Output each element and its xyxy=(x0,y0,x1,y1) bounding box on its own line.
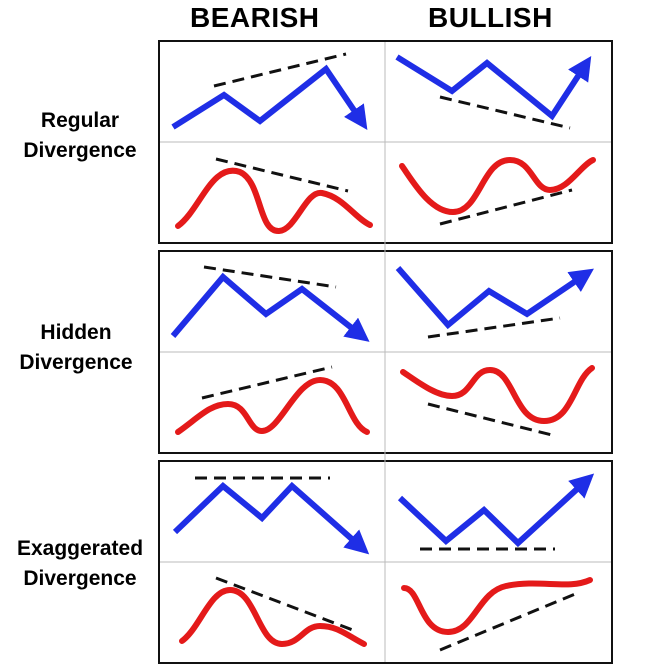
oscillator-line xyxy=(179,586,367,648)
trend-line xyxy=(439,95,571,130)
hidden-bullish-oscillator xyxy=(400,365,595,438)
trend-line xyxy=(439,188,573,226)
row-label-hidden-line1: Hidden xyxy=(40,321,112,344)
oscillator-line xyxy=(401,577,593,636)
price-line xyxy=(171,64,368,130)
oscillator-line xyxy=(400,365,595,425)
hidden-bearish-oscillator xyxy=(175,365,370,435)
grid-dividers xyxy=(160,42,611,662)
trend-line xyxy=(201,365,333,400)
oscillator-line xyxy=(175,167,373,234)
price-line xyxy=(395,54,592,121)
trend-line xyxy=(439,590,581,652)
row-label-regular: Regular Divergence xyxy=(10,106,150,166)
trend-line xyxy=(215,576,359,634)
row-label-exaggerated: Exaggerated Divergence xyxy=(0,534,160,594)
price-line xyxy=(172,481,370,555)
regular-bullish-oscillator xyxy=(399,156,596,226)
exaggerated-bearish-price xyxy=(172,476,370,555)
exaggerated-bullish-price xyxy=(397,473,595,551)
exaggerated-bullish-oscillator xyxy=(401,577,593,652)
oscillator-line xyxy=(399,156,596,216)
regular-bearish-price xyxy=(171,52,368,130)
trend-line xyxy=(215,157,349,193)
trend-line xyxy=(213,52,347,88)
row-label-exaggerated-line2: Divergence xyxy=(23,567,137,590)
trend-line xyxy=(427,402,557,438)
row-label-regular-line2: Divergence xyxy=(23,139,137,162)
exaggerated-bearish-oscillator xyxy=(179,576,367,648)
header-bearish: BEARISH xyxy=(190,2,320,33)
trend-line xyxy=(203,265,337,289)
trend-line xyxy=(427,316,561,339)
hidden-bullish-price xyxy=(395,266,594,339)
row-label-hidden: Hidden Divergence xyxy=(6,318,146,378)
row-label-regular-line1: Regular xyxy=(40,109,120,132)
regular-bullish-price xyxy=(395,54,592,130)
row-label-exaggerated-line1: Exaggerated xyxy=(16,537,144,560)
price-line xyxy=(397,473,595,548)
price-line xyxy=(395,266,594,330)
regular-bearish-oscillator xyxy=(175,157,373,234)
price-line xyxy=(170,272,370,342)
header-bullish: BULLISH xyxy=(428,2,553,33)
oscillator-line xyxy=(175,376,370,435)
hidden-bearish-price xyxy=(170,265,370,342)
row-label-hidden-line2: Divergence xyxy=(19,351,133,374)
